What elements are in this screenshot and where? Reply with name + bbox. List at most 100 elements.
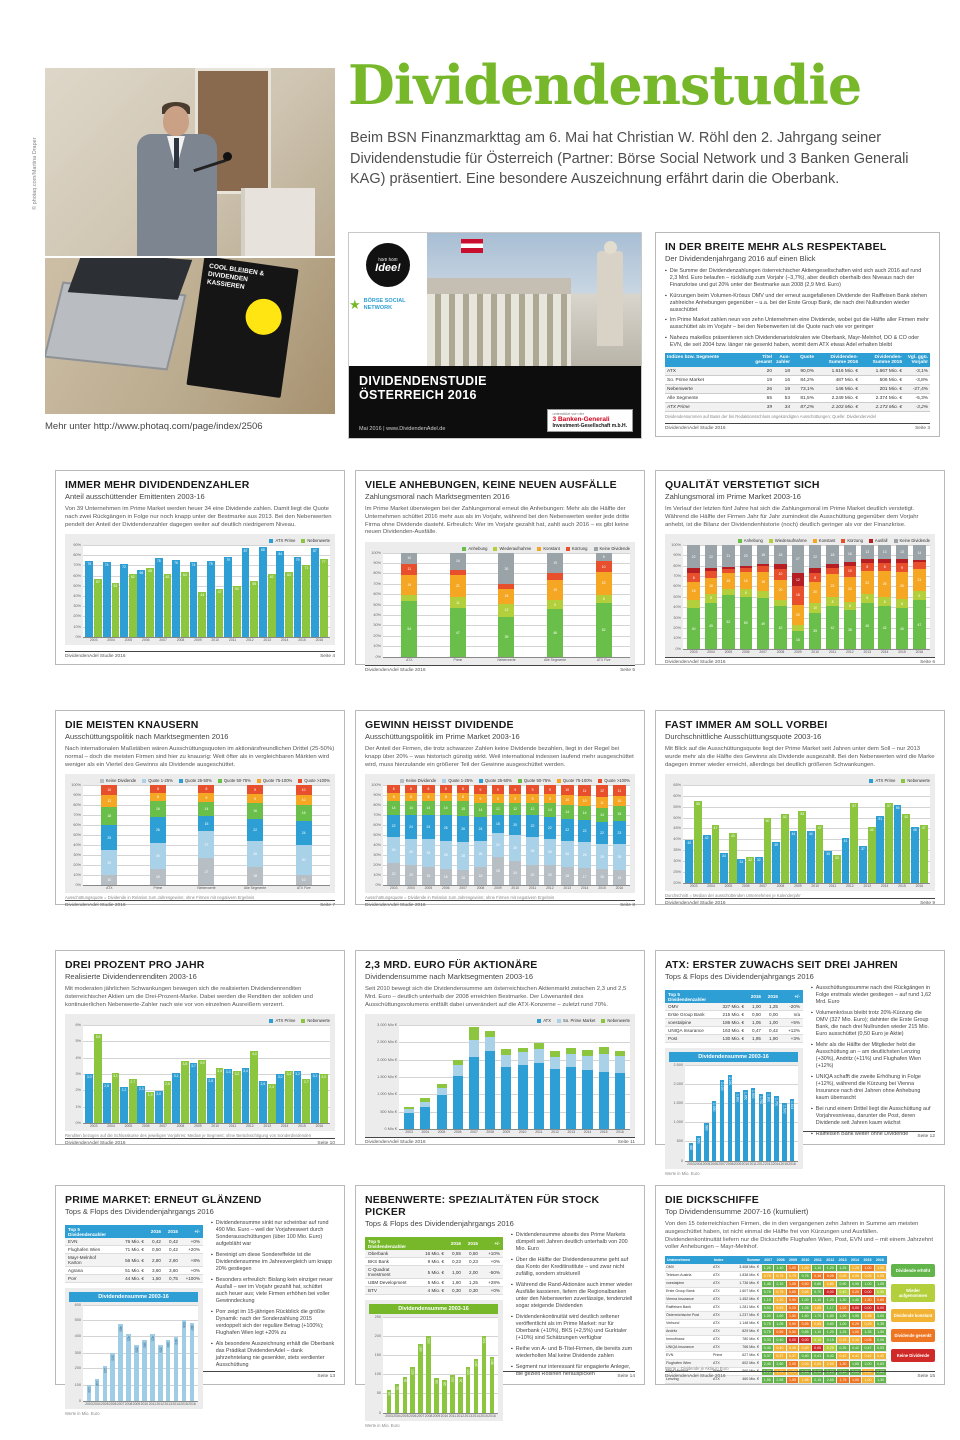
bar-segment: 9 [526,785,539,795]
segment-value-label: 9 [479,787,482,792]
segment-value-label: 8 [427,787,430,792]
bar-group: 15 28 26 15 8 8 [454,785,471,886]
segment-value-label: 10 [565,788,570,793]
athena-statue [597,251,623,346]
segment-value-label: 25 [600,854,604,859]
data-bar: 380 [142,1340,147,1401]
x-axis-label: 2013 [764,1162,773,1166]
data-bar: 420 [150,1333,155,1401]
bar-segment: 24 [404,815,418,840]
x-axis-label: 2004 [694,1162,703,1166]
gridline [399,1024,630,1026]
bar-value-label: 3,0 [277,1075,283,1080]
bar-group [417,1025,433,1130]
bar-value-label: 2.100 [720,1082,725,1091]
bar-segment: 22 [543,817,557,840]
heatmap-cell: 1,05 [874,1280,887,1287]
segment-value-label: 8 [866,596,869,601]
stacked-bar: 24 26 20 12 9 9 [508,785,522,886]
bar-group: 42 8 25 8 13 [876,545,893,650]
bar-group: 74 53 [102,545,120,638]
segment-value-label: 19 [553,588,557,593]
bar-segment: 23 [613,821,626,845]
data-bar: 480 [118,1324,123,1401]
chart-footnote: Werte = Dividende je Aktie in Euro [665,1366,729,1371]
bar-segment: 8 [149,793,166,802]
chart-title-bar: Dividendensumme 2003-16 [669,1052,798,1062]
bar-segment: 18 [491,815,505,834]
panel-footer-right: Seite 11 [617,1140,635,1146]
bar-segment: 16 [149,801,166,818]
segment-value-label: 30 [301,858,306,863]
segment-value-label: 27 [795,557,800,562]
bullet-text: Über die Hälfte der Dividendensumme geht… [515,1257,629,1278]
bar-segment: 26 [387,837,400,864]
sum-cell: 1.838 Mio. € [739,1273,759,1278]
x-axis-label: 2008 [726,1162,734,1166]
photo-caption-link[interactable]: Mehr unter http://www.photaq.com/page/in… [45,421,263,432]
book-yellow-dot [243,296,284,338]
bar-value-label: 140 [474,1361,479,1367]
bar-value-label: 220 [102,1367,107,1374]
bullet-text: Volumenkrösus bleibt trotz 20%-Kürzung d… [815,1010,930,1038]
heatmap-cell: 0,41 [811,1352,824,1359]
overview-bullet: ▪ Nahezu makellos präsentieren sich Divid… [665,335,930,349]
legend-label: Nebenwerte [907,778,930,784]
heatmap-cell: 1,25 [837,1328,849,1335]
table-cell: 71 Mio. € [125,1247,144,1252]
bar-segment: 26 [578,842,591,869]
gridline [83,1106,330,1108]
data-bar: 980 [704,1123,709,1161]
bar-segment: 24 [422,815,435,840]
bar-segment: 49 [756,598,770,650]
heatmap-cell: 1,05 [799,1304,811,1311]
legend-item: Quote >100% [598,778,630,783]
bar-segment: 20 [508,815,522,836]
bar-group: 38 8 24 10 16 [841,545,858,650]
bar-segment: 9 [913,591,926,601]
data-bar: 87 [311,548,319,638]
y-axis-label: 25% [673,869,681,874]
heatmap-cell: 0,20 [849,1288,862,1295]
x-axis-label: 2013 [563,886,572,891]
segment-value-label: 20 [513,823,518,828]
bar-value-label: 75 [208,561,213,566]
gridline [83,626,330,628]
y-axis-label: 1% [75,1104,82,1109]
table-footnote: Dividendensummen auf Basis der bis Redak… [665,414,876,420]
bar-segment: 27 [198,831,215,859]
table-cell: 65 [766,395,772,401]
stacked-bar: 22 26 22 14 8 8 [387,785,400,886]
x-axis-label: 2005 [124,638,133,643]
bar-segment [704,568,718,572]
bar-group: 47 9 21 14 [911,545,928,650]
table-row: ATX 20 18 90,0% 1.616 Mio. €1.667 Mio. € -3,1… [665,367,930,377]
data-bar: 79 [293,556,302,638]
legend-swatch-icon [598,778,603,783]
bar-value-label: 76 [174,560,178,565]
table-cell: Oberbank [368,1251,389,1256]
x-axis-label: 2011 [535,1130,543,1135]
heatmap-cell: 2,00 [862,1360,874,1367]
bar-segment [468,1056,479,1130]
bar-segment: 28 [456,842,470,871]
data-bar: 400 [173,1337,179,1401]
heatmap-cell: 0,75 [786,1272,799,1279]
segment-value-label: 10 [848,569,852,574]
index-cell: ATX [713,1377,720,1382]
bar-value-label: 650 [696,1138,701,1144]
sum-cell: 3.408 Mio. € [739,1265,759,1270]
bar-segment: 15 [456,870,470,886]
data-bar: 43 [728,833,737,884]
banner-meta-link[interactable]: Mai 2016 | www.DividendenAdel.de [359,426,446,432]
heatmap-row: UNIQA Insurance ATX 766 Mio. €0,40 0,40 0,40… [665,1344,887,1353]
y-axis-label: 1.000 [673,1120,683,1125]
data-bar: 506 [181,1320,187,1401]
bar-value-label: 95 [458,1378,463,1383]
panel-overview: IN DER BREITE MEHR ALS RESPEKTABEL Der D… [655,232,940,437]
data-bar: 2,8 [206,1077,215,1124]
data-bar: 1.850 [743,1089,748,1161]
bullet-text: Mehr als die Hälfte der Mitglieder hebt … [815,1042,922,1070]
data-bar: 90 [434,1378,439,1413]
segment-value-label: 12 [600,789,604,794]
